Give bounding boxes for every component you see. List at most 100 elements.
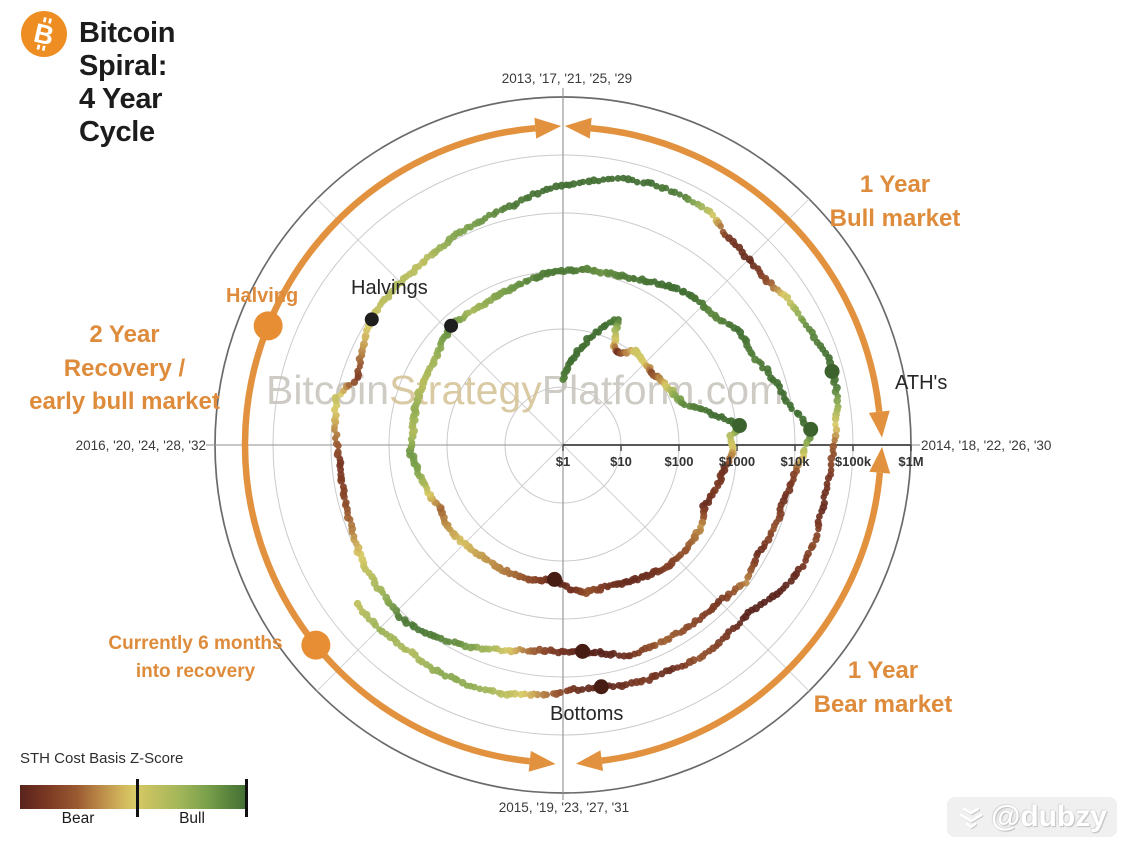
halving-marker <box>364 312 379 327</box>
spiral-dot <box>658 670 666 678</box>
spiral-dot <box>339 483 347 491</box>
annotation-halvings: Halvings <box>351 277 428 299</box>
axis-label-left-years: 2016, '20, '24, '28, '32 <box>75 438 206 453</box>
spiral-dot <box>831 415 840 423</box>
spiral-dot <box>333 431 341 439</box>
spiral-dot <box>333 440 341 448</box>
spiral-dot <box>802 557 809 564</box>
spiral-dot <box>608 175 616 182</box>
polar-grid <box>206 88 920 800</box>
spiral-dot <box>376 626 383 633</box>
spiral-dot <box>645 676 653 684</box>
spiral-dot <box>832 421 839 428</box>
arc-arrowhead <box>534 117 562 139</box>
spiral-dot <box>620 652 628 660</box>
spiral-dot <box>833 397 841 405</box>
grid-spoke <box>316 198 564 446</box>
spiral-dot <box>653 182 660 190</box>
price-spiral-series <box>331 174 842 699</box>
legend-bull-label: Bull <box>179 810 205 827</box>
spiral-dot <box>518 281 525 288</box>
halving-marker <box>444 318 459 333</box>
spiral-dot <box>696 654 704 662</box>
spiral-dot <box>502 690 511 699</box>
legend-title: STH Cost Basis Z-Score <box>20 750 184 767</box>
spiral-dot <box>776 382 783 390</box>
legend-end-tick <box>245 779 248 817</box>
spiral-dot <box>739 615 747 622</box>
spiral-dot <box>812 536 820 544</box>
ath-marker <box>824 363 840 379</box>
spiral-dot <box>584 684 593 693</box>
spiral-dot <box>517 690 525 699</box>
axis-label-top-years: 2013, '17, '21, '25, '29 <box>501 71 633 86</box>
spiral-dot <box>533 189 542 198</box>
event-markers <box>364 312 840 695</box>
arc-arrowhead <box>869 446 891 474</box>
spiral-dot <box>820 493 827 501</box>
spiral-dot <box>492 208 500 216</box>
cycle-arc-bull <box>590 124 883 413</box>
spiral-dot <box>794 410 803 418</box>
spiral-dot <box>451 638 459 646</box>
spiral-dot <box>346 382 353 389</box>
grid-spoke <box>562 444 810 692</box>
spiral-dot <box>807 544 816 552</box>
cycle-arc-bear <box>601 472 884 764</box>
watermark-part1: Bitcoin <box>266 367 389 413</box>
spiral-dot <box>615 682 623 689</box>
spiral-dot <box>572 267 580 275</box>
spiral-dot <box>676 191 683 198</box>
bottom-marker <box>593 679 609 695</box>
axis-label-right-years: 2014, '18, '22, '26, '30 <box>921 438 1052 453</box>
annotation-bull-market: 1 Year Bull market <box>829 171 961 232</box>
spiral-dot <box>832 426 841 434</box>
cycle-arc-recovery <box>241 124 536 765</box>
spiral-dot <box>524 648 532 655</box>
grid-spoke <box>316 444 564 692</box>
spiral-dot <box>662 184 670 192</box>
price-tick-label: $100k <box>835 454 872 469</box>
spiral-dot <box>408 621 416 629</box>
spiral-dot <box>563 687 571 695</box>
corner-watermark: @dubzy <box>947 797 1117 837</box>
spiral-dot <box>408 648 416 656</box>
spiral-dot <box>816 513 823 520</box>
bottom-marker <box>575 643 591 659</box>
spiral-dot <box>747 566 755 574</box>
page-title: Bitcoin Spiral: 4 Year Cycle <box>79 17 176 148</box>
spiral-dot <box>672 284 681 293</box>
spiral-dot <box>630 275 638 283</box>
annotation-recovery: 2 Year Recovery / early bull market <box>29 321 220 416</box>
spiral-dot <box>753 551 761 559</box>
annotation-bottoms: Bottoms <box>550 703 624 725</box>
spiral-dot <box>447 672 455 681</box>
bitcoin-logo-icon: B <box>21 11 67 57</box>
watermark-handle: @dubzy <box>991 800 1107 833</box>
spiral-dot <box>476 685 484 693</box>
current-position-dot <box>301 630 331 660</box>
spiral-dot <box>495 689 502 696</box>
spiral-dot <box>579 178 587 186</box>
arc-arrowhead <box>575 750 604 772</box>
spiral-dot <box>717 223 724 230</box>
spiral-dot <box>481 686 489 694</box>
spiral-dot <box>824 474 833 482</box>
spiral-dot <box>815 525 822 533</box>
spiral-dot <box>415 656 423 664</box>
arc-arrowhead <box>528 750 556 772</box>
annotation-current-position: Currently 6 months into recovery <box>108 633 283 682</box>
spiral-dot <box>697 202 706 211</box>
spiral-dot <box>788 405 795 412</box>
price-tick-label: $100 <box>665 454 694 469</box>
spiral-dot <box>596 269 605 277</box>
annotation-bear-market: 1 Year Bear market <box>813 657 953 718</box>
spiral-dot <box>827 454 836 463</box>
spiral-dot <box>373 306 382 314</box>
spiral-dot <box>627 679 636 687</box>
cycle-phase-arcs <box>241 117 891 772</box>
halving-position-dot <box>253 311 283 341</box>
spiral-dot <box>657 638 665 646</box>
